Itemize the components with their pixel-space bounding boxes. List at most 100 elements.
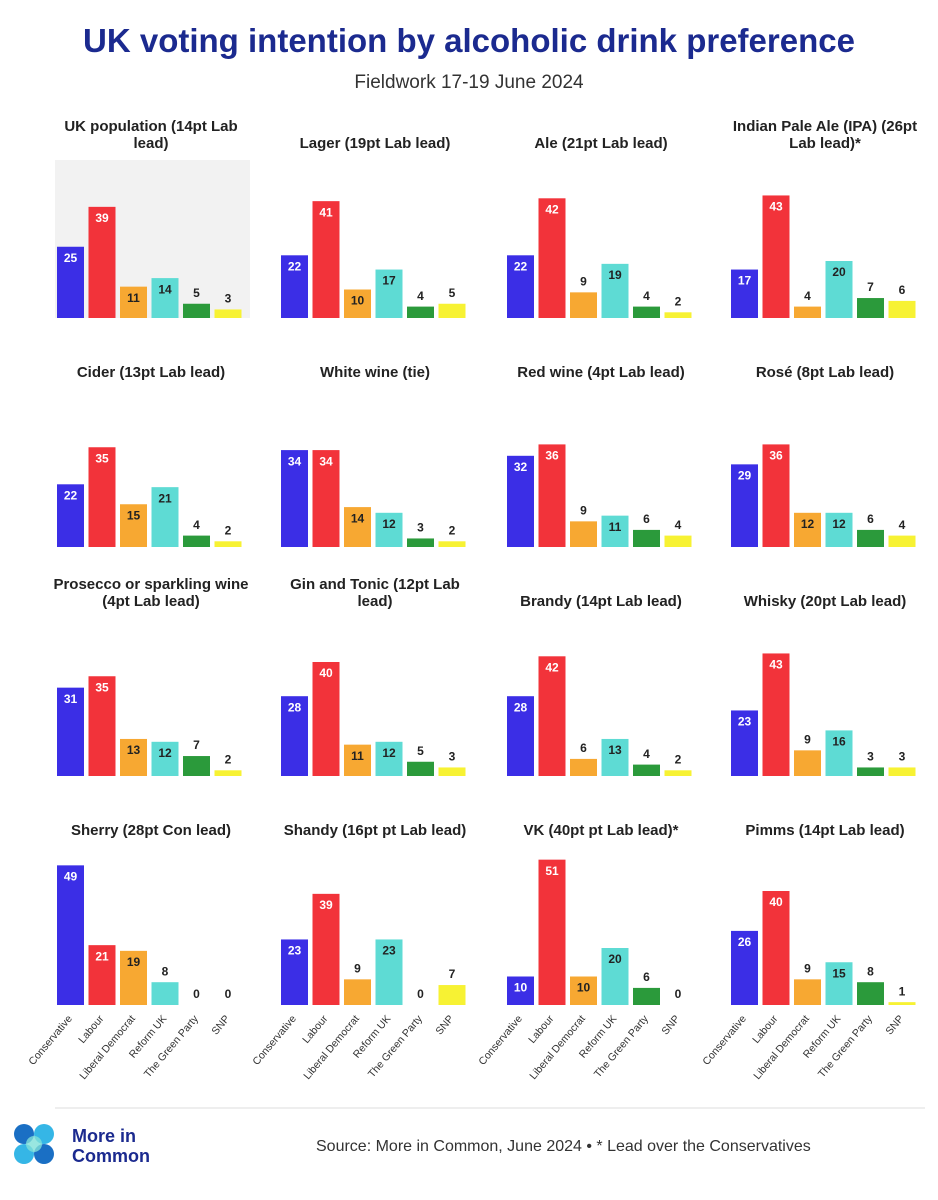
bar (888, 1002, 916, 1005)
panel-title: Sherry (28pt Con lead) (70, 822, 232, 839)
value-label: 36 (769, 449, 783, 463)
value-label: 4 (643, 289, 650, 303)
bar (633, 987, 660, 1005)
value-label: 11 (609, 520, 622, 534)
bar (281, 450, 308, 547)
bar (344, 744, 371, 776)
value-label: 26 (738, 935, 752, 949)
value-label: 8 (867, 964, 874, 978)
bar (762, 891, 790, 1005)
value-label: 20 (608, 952, 622, 966)
value-label: 6 (643, 970, 650, 984)
bar (857, 767, 884, 776)
bar (344, 289, 371, 318)
value-label: 34 (288, 454, 302, 468)
value-label: 17 (738, 274, 752, 288)
value-label: 8 (162, 964, 169, 978)
bar (664, 312, 692, 318)
value-label: 0 (675, 987, 682, 1001)
bar (601, 263, 629, 318)
bar (151, 487, 179, 547)
x-tick-label: The Green Party (816, 1012, 876, 1080)
bar (570, 758, 597, 776)
value-label: 31 (64, 692, 78, 706)
value-label: 7 (193, 738, 200, 752)
x-tick-label: The Green Party (366, 1012, 426, 1080)
bar (57, 246, 84, 318)
value-label: 40 (769, 895, 783, 909)
bar (601, 515, 629, 547)
x-tick-label: The Green Party (592, 1012, 652, 1080)
x-tick-label: Liberal Democrat (77, 1013, 138, 1082)
value-label: 36 (545, 449, 559, 463)
bar (731, 710, 758, 776)
value-label: 12 (801, 517, 815, 531)
x-tick-label: Labour (76, 1013, 107, 1046)
bar (570, 292, 597, 318)
value-label: 3 (449, 750, 456, 764)
bar (888, 767, 916, 776)
value-label: 9 (804, 962, 811, 976)
bar (538, 656, 566, 776)
value-label: 17 (382, 274, 396, 288)
panel-title: Rosé (8pt Lab lead) (755, 364, 895, 381)
value-label: 4 (675, 518, 682, 532)
value-label: 9 (580, 504, 587, 518)
x-tick-label: Labour (750, 1013, 781, 1046)
value-label: 43 (769, 200, 783, 214)
value-label: 42 (545, 202, 559, 216)
bar (57, 484, 84, 547)
bar (507, 696, 534, 776)
bar (375, 741, 403, 776)
bar (120, 950, 147, 1005)
value-label: 23 (382, 944, 396, 958)
value-label: 14 (158, 282, 172, 296)
bar (762, 444, 790, 547)
value-label: 7 (449, 967, 456, 981)
value-label: 35 (95, 680, 109, 694)
value-label: 10 (577, 981, 591, 995)
panel-title: Indian Pale Ale (IPA) (26pt Lab lead)* (732, 118, 918, 152)
value-label: 4 (417, 289, 424, 303)
x-tick-label: Labour (300, 1013, 331, 1046)
value-label: 15 (832, 966, 846, 980)
panel-title: Whisky (20pt Lab lead) (743, 593, 907, 610)
bar (407, 761, 434, 776)
value-label: 39 (95, 211, 109, 225)
bar (375, 269, 403, 318)
x-tick-label: The Green Party (142, 1012, 202, 1080)
value-label: 5 (193, 286, 200, 300)
value-label: 9 (354, 962, 361, 976)
value-label: 0 (193, 987, 200, 1001)
value-label: 21 (95, 949, 109, 963)
value-label: 11 (351, 749, 364, 763)
x-tick-label: Liberal Democrat (527, 1013, 588, 1082)
bar (120, 738, 147, 776)
value-label: 13 (608, 743, 622, 757)
value-label: 40 (319, 666, 333, 680)
bar (438, 985, 466, 1005)
value-label: 7 (867, 280, 874, 294)
bar (538, 444, 566, 547)
bar (151, 982, 179, 1005)
value-label: 49 (64, 870, 78, 884)
bar (857, 298, 884, 318)
bar (312, 450, 340, 547)
bar (312, 893, 340, 1005)
value-label: 19 (608, 268, 622, 282)
panel-title: Cider (13pt Lab lead) (76, 364, 226, 381)
value-label: 2 (675, 752, 682, 766)
bar (183, 756, 210, 776)
value-label: 3 (899, 750, 906, 764)
value-label: 28 (288, 700, 302, 714)
value-label: 0 (225, 987, 232, 1001)
bar (825, 261, 853, 318)
bar (214, 770, 242, 776)
value-label: 10 (351, 294, 365, 308)
bar (214, 309, 242, 318)
bar (375, 512, 403, 547)
value-label: 2 (225, 523, 232, 537)
panel-title: Brandy (14pt Lab lead) (520, 593, 682, 610)
value-label: 1 (899, 984, 906, 998)
